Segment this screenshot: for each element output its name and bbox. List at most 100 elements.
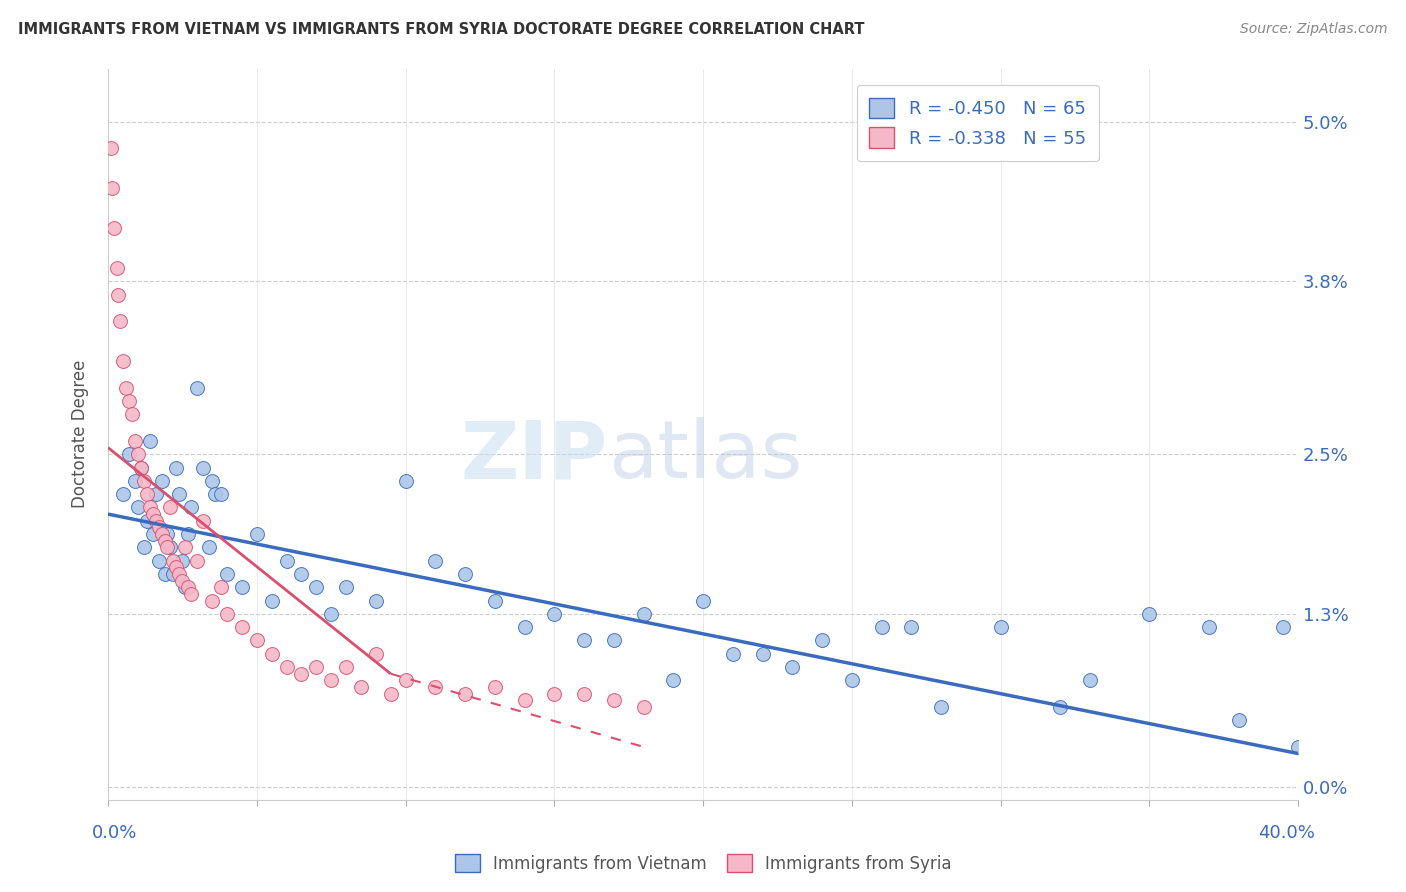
Point: [193, 514, 215, 528]
Point: [180, 500, 202, 515]
Point: [290, 666, 312, 681]
Point: [138, 500, 160, 515]
Point: [692, 593, 714, 607]
Point: [100, 141, 122, 155]
Legend: R = -0.450   N = 65, R = -0.338   N = 55: R = -0.450 N = 65, R = -0.338 N = 55: [856, 85, 1098, 161]
Point: [153, 533, 176, 548]
Point: [162, 554, 184, 568]
Point: [454, 566, 477, 581]
Point: [305, 660, 328, 674]
Point: [135, 487, 157, 501]
Point: [513, 693, 536, 707]
Point: [633, 700, 655, 714]
Point: [1227, 713, 1250, 727]
Point: [572, 633, 595, 648]
Point: [305, 580, 328, 594]
Point: [260, 647, 283, 661]
Point: [172, 574, 194, 588]
Point: [169, 566, 191, 581]
Point: [124, 434, 146, 448]
Point: [165, 460, 187, 475]
Point: [394, 474, 416, 488]
Point: [142, 527, 165, 541]
Point: [231, 620, 253, 634]
Point: [841, 673, 863, 688]
Point: [148, 554, 170, 568]
Point: [201, 474, 224, 488]
Point: [276, 554, 298, 568]
Point: [1286, 739, 1309, 754]
Point: [335, 660, 357, 674]
Point: [150, 474, 173, 488]
Text: IMMIGRANTS FROM VIETNAM VS IMMIGRANTS FROM SYRIA DOCTORATE DEGREE CORRELATION CH: IMMIGRANTS FROM VIETNAM VS IMMIGRANTS FR…: [18, 22, 865, 37]
Point: [484, 680, 506, 694]
Point: [121, 408, 143, 422]
Point: [180, 587, 202, 601]
Point: [246, 633, 269, 648]
Point: [1198, 620, 1220, 634]
Point: [321, 607, 343, 621]
Point: [990, 620, 1012, 634]
Point: [900, 620, 922, 634]
Point: [108, 314, 131, 328]
Point: [186, 381, 208, 395]
Point: [118, 447, 141, 461]
Point: [572, 687, 595, 701]
Point: [124, 474, 146, 488]
Point: [215, 566, 238, 581]
Point: [174, 580, 197, 594]
Point: [129, 460, 152, 475]
Point: [782, 660, 804, 674]
Point: [127, 500, 149, 515]
Point: [484, 593, 506, 607]
Point: [159, 500, 181, 515]
Point: [142, 507, 165, 521]
Point: [260, 593, 283, 607]
Point: [425, 554, 447, 568]
Point: [394, 673, 416, 688]
Point: [454, 687, 477, 701]
Point: [156, 541, 179, 555]
Point: [111, 487, 134, 501]
Point: [156, 527, 179, 541]
Point: [870, 620, 893, 634]
Point: [118, 394, 141, 409]
Point: [145, 514, 167, 528]
Point: [111, 354, 134, 368]
Point: [145, 487, 167, 501]
Point: [1272, 620, 1295, 634]
Point: [215, 607, 238, 621]
Point: [177, 527, 200, 541]
Text: atlas: atlas: [607, 417, 803, 495]
Point: [603, 633, 626, 648]
Point: [105, 260, 128, 275]
Point: [132, 474, 155, 488]
Point: [201, 593, 224, 607]
Point: [103, 221, 125, 235]
Point: [138, 434, 160, 448]
Point: [198, 541, 221, 555]
Point: [335, 580, 357, 594]
Point: [276, 660, 298, 674]
Point: [380, 687, 402, 701]
Point: [127, 447, 149, 461]
Legend: Immigrants from Vietnam, Immigrants from Syria: Immigrants from Vietnam, Immigrants from…: [449, 847, 957, 880]
Point: [107, 287, 129, 301]
Point: [174, 541, 197, 555]
Text: 0.0%: 0.0%: [91, 824, 136, 842]
Point: [1137, 607, 1160, 621]
Point: [543, 687, 565, 701]
Point: [350, 680, 373, 694]
Point: [135, 514, 157, 528]
Point: [115, 381, 138, 395]
Point: [209, 580, 232, 594]
Point: [425, 680, 447, 694]
Point: [165, 560, 187, 574]
Point: [364, 593, 387, 607]
Text: Source: ZipAtlas.com: Source: ZipAtlas.com: [1240, 22, 1388, 37]
Point: [193, 460, 215, 475]
Point: [129, 460, 152, 475]
Point: [662, 673, 685, 688]
Point: [603, 693, 626, 707]
Point: [148, 520, 170, 534]
